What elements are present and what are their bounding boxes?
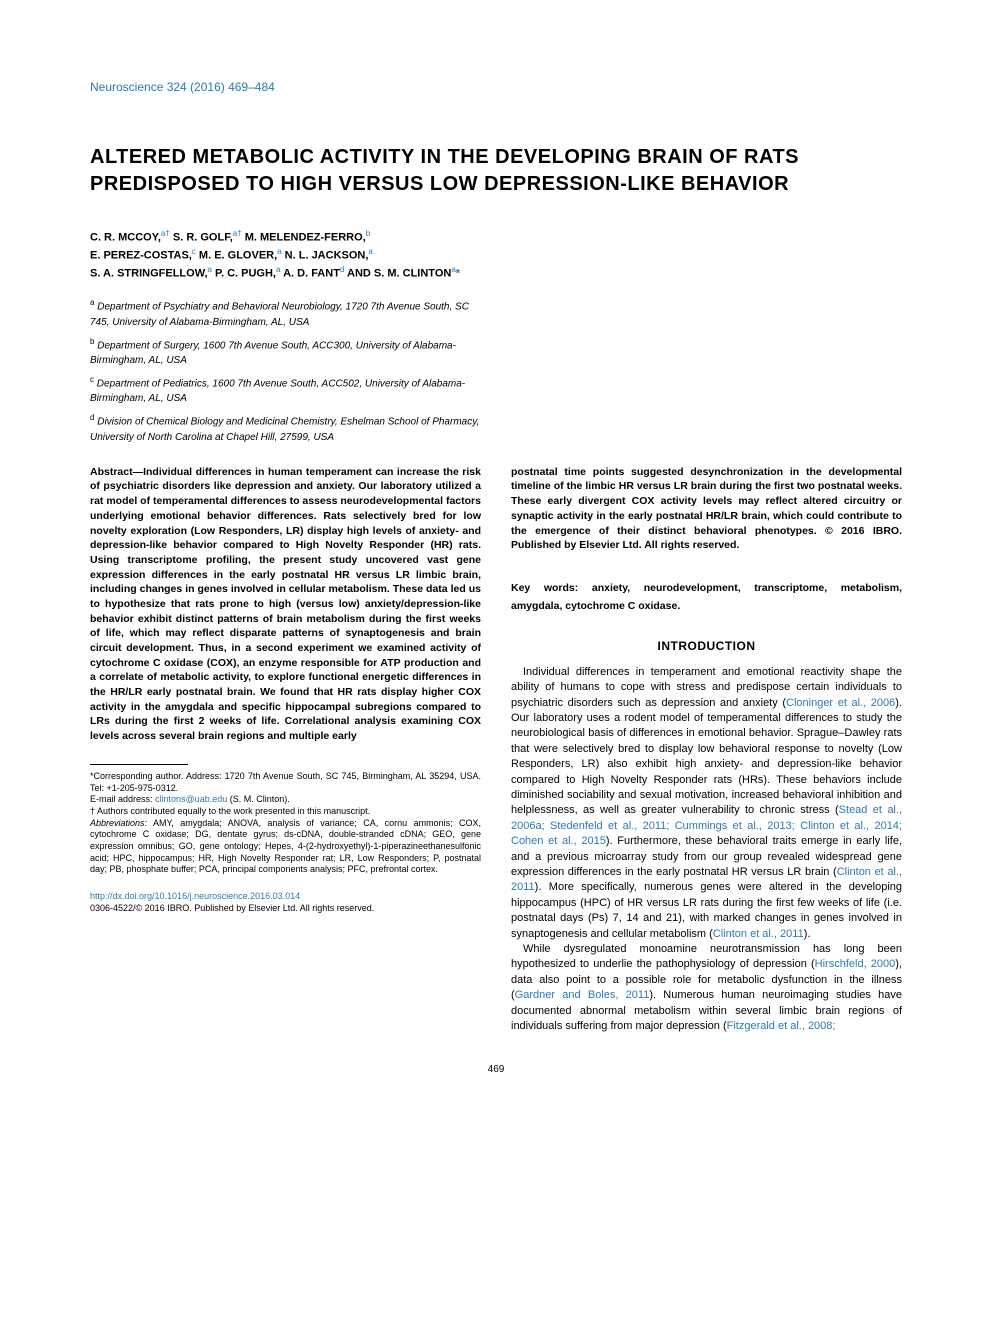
doi-block: http://dx.doi.org/10.1016/j.neuroscience… bbox=[90, 891, 481, 914]
corresponding-author-footnote: *Corresponding author. Address: 1720 7th… bbox=[90, 771, 481, 794]
corresponding-asterisk: * bbox=[456, 268, 460, 280]
abbreviations-text: AMY, amygdala; ANOVA, analysis of varian… bbox=[90, 818, 481, 875]
author-name: M. MELENDEZ-FERRO, bbox=[242, 232, 366, 244]
author-name: A. D. FANT bbox=[280, 268, 339, 280]
intro-paragraph-1: Individual differences in temperament an… bbox=[511, 665, 902, 942]
email-name: (S. M. Clinton). bbox=[227, 794, 290, 804]
keywords-block: Key words: anxiety, neurodevelopment, tr… bbox=[511, 578, 902, 614]
affiliation-sup: a bbox=[90, 298, 94, 307]
affiliation-text: Department of Pediatrics, 1600 7th Avenu… bbox=[90, 378, 465, 404]
author-name: M. E. GLOVER, bbox=[196, 250, 277, 262]
intro-text: ). bbox=[804, 928, 811, 940]
page-number: 469 bbox=[90, 1064, 902, 1075]
footnote-separator bbox=[90, 764, 188, 765]
author-name: N. L. JACKSON, bbox=[282, 250, 369, 262]
keywords-label: Key words: bbox=[511, 582, 592, 594]
citation-link[interactable]: Fitzgerald et al., 2008; bbox=[727, 1020, 836, 1032]
copyright-text: 0306-4522/© 2016 IBRO. Published by Else… bbox=[90, 903, 374, 913]
citation-link[interactable]: Hirschfeld, 2000 bbox=[815, 958, 896, 970]
abbreviations-footnote: Abbreviations: AMY, amygdala; ANOVA, ana… bbox=[90, 818, 481, 876]
affiliation-d: d Division of Chemical Biology and Medic… bbox=[90, 412, 480, 444]
abstract-text: Abstract—Individual differences in human… bbox=[90, 465, 481, 744]
citation-link[interactable]: Cloninger et al., 2006 bbox=[786, 697, 895, 709]
affiliation-c: c Department of Pediatrics, 1600 7th Ave… bbox=[90, 374, 480, 406]
affiliation-sup: b bbox=[90, 337, 94, 346]
introduction-heading: INTRODUCTION bbox=[511, 639, 902, 653]
author-name: E. PEREZ-COSTAS, bbox=[90, 250, 192, 262]
authors-list: C. R. MCCOY,a† S. R. GOLF,a† M. MELENDEZ… bbox=[90, 228, 480, 282]
email-link[interactable]: clintons@uab.edu bbox=[155, 794, 227, 804]
affiliation-a: a Department of Psychiatry and Behaviora… bbox=[90, 297, 480, 329]
intro-text: ). More specifically, numerous genes wer… bbox=[511, 881, 902, 939]
affiliation-sup: c bbox=[90, 375, 94, 384]
author-name: P. C. PUGH, bbox=[212, 268, 276, 280]
left-column: Abstract—Individual differences in human… bbox=[90, 465, 481, 1035]
author-affil-sup: b bbox=[366, 229, 370, 238]
equal-contribution-footnote: † Authors contributed equally to the wor… bbox=[90, 806, 481, 818]
citation-link[interactable]: Gardner and Boles, 2011 bbox=[515, 989, 650, 1001]
author-name: S. R. GOLF, bbox=[170, 232, 233, 244]
abbreviations-label: Abbreviations: bbox=[90, 818, 147, 828]
affiliation-b: b Department of Surgery, 1600 7th Avenue… bbox=[90, 336, 480, 368]
email-label: E-mail address: bbox=[90, 794, 155, 804]
affiliation-text: Department of Surgery, 1600 7th Avenue S… bbox=[90, 340, 456, 366]
author-name: C. R. MCCOY, bbox=[90, 232, 161, 244]
affiliation-sup: d bbox=[90, 413, 94, 422]
journal-header: Neuroscience 324 (2016) 469–484 bbox=[90, 80, 902, 94]
right-column: postnatal time points suggested desynchr… bbox=[511, 465, 902, 1035]
author-name: S. A. STRINGFELLOW, bbox=[90, 268, 208, 280]
email-footnote: E-mail address: clintons@uab.edu (S. M. … bbox=[90, 794, 481, 806]
intro-paragraph-2: While dysregulated monoamine neurotransm… bbox=[511, 942, 902, 1034]
author-name: AND S. M. CLINTON bbox=[344, 268, 451, 280]
article-title: ALTERED METABOLIC ACTIVITY IN THE DEVELO… bbox=[90, 144, 902, 198]
author-affil-sup: a† bbox=[233, 229, 242, 238]
abstract-continuation: postnatal time points suggested desynchr… bbox=[511, 465, 902, 553]
author-affil-sup: a bbox=[368, 247, 372, 256]
affiliation-text: Division of Chemical Biology and Medicin… bbox=[90, 417, 479, 443]
intro-text: ). Our laboratory uses a rodent model of… bbox=[511, 697, 902, 817]
doi-link[interactable]: http://dx.doi.org/10.1016/j.neuroscience… bbox=[90, 891, 300, 901]
affiliation-text: Department of Psychiatry and Behavioral … bbox=[90, 302, 469, 328]
citation-link[interactable]: Clinton et al., 2011 bbox=[713, 928, 804, 940]
author-affil-sup: a† bbox=[161, 229, 170, 238]
